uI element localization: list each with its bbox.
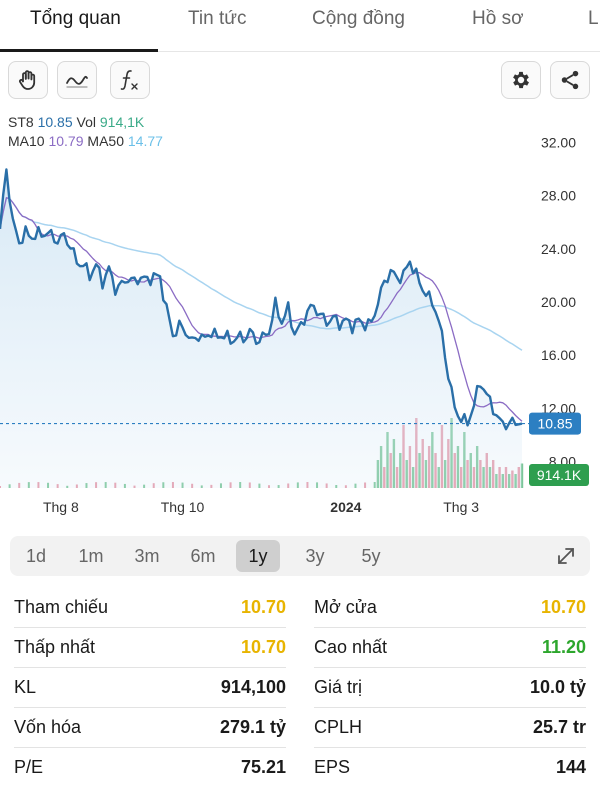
stat-gia-tri: Giá trị 10.0 tỷ: [314, 668, 586, 708]
hand-icon: [19, 70, 36, 90]
ma10-value: 10.79: [48, 133, 84, 149]
function-tool-button[interactable]: [110, 61, 150, 99]
settings-button[interactable]: [501, 61, 541, 99]
ma50-label: MA50: [87, 133, 124, 149]
stat-tham-chieu: Tham chiếu 10.70: [14, 588, 286, 628]
range-1y[interactable]: 1y: [236, 540, 280, 572]
tab-tin-tuc[interactable]: Tin tức: [188, 8, 247, 29]
ticker-price: 10.85: [37, 114, 73, 130]
range-3m[interactable]: 3m: [134, 546, 160, 566]
stat-value: 25.7 tr: [532, 717, 586, 737]
ma50-value: 14.77: [127, 133, 163, 149]
x-axis-label: 2024: [330, 499, 361, 515]
stat-label: CPLH: [314, 717, 363, 737]
stat-value: 144: [555, 757, 586, 777]
ma10-label: MA10: [8, 133, 45, 149]
range-1d[interactable]: 1d: [25, 546, 47, 566]
chart-legend-price: ST8 10.85 Vol 914,1K: [8, 114, 144, 130]
stat-label: Cao nhất: [314, 637, 388, 657]
y-tick-label: 12.00: [541, 400, 576, 416]
price-line: [0, 168, 523, 431]
stat-value: 914,100: [220, 677, 286, 697]
vol-label: Vol: [76, 114, 96, 130]
range-5y[interactable]: 5y: [361, 546, 381, 566]
stat-label: EPS: [314, 757, 351, 777]
expand-icon: [558, 548, 574, 564]
stat-value: 11.20: [541, 637, 586, 657]
stat-value: 75.21: [240, 757, 286, 777]
y-tick-label: 16.00: [541, 347, 576, 363]
wave-icon: [66, 75, 88, 88]
stat-thap-nhat: Thấp nhất 10.70: [14, 628, 286, 668]
ma50-line: [0, 197, 523, 351]
x-axis-label: Thg 10: [161, 499, 205, 515]
y-tick-label: 24.00: [541, 241, 576, 257]
stat-label: Thấp nhất: [14, 637, 96, 657]
volume-badge-label: 914.1K: [537, 467, 582, 483]
y-tick-label: 32.00: [541, 135, 576, 151]
gear-icon: [513, 71, 529, 89]
stat-kl: KL 914,100: [14, 668, 286, 708]
indicator-tool-button[interactable]: [57, 61, 97, 99]
tab-cong-dong[interactable]: Cộng đồng: [312, 8, 405, 29]
y-tick-label: 28.00: [541, 188, 576, 204]
stat-value: 10.0 tỷ: [529, 677, 586, 697]
stat-eps: EPS 144: [314, 748, 586, 788]
stat-value: 10.70: [540, 597, 586, 617]
x-axis-label: Thg 3: [443, 499, 479, 515]
stat-mo-cua: Mở cửa 10.70: [314, 588, 586, 628]
price-badge: [529, 412, 581, 435]
vol-value: 914,1K: [99, 114, 145, 130]
stat-label: KL: [14, 677, 37, 697]
chart-legend-ma: MA10 10.79 MA50 14.77: [8, 133, 163, 149]
stat-label: Tham chiếu: [14, 597, 109, 617]
stat-von-hoa: Vốn hóa 279.1 tỷ: [14, 708, 286, 748]
stat-label: Giá trị: [314, 677, 363, 697]
stat-value: 10.70: [240, 597, 286, 617]
tab-tong-quan[interactable]: Tổng quan: [30, 8, 121, 29]
price-chart[interactable]: ST8 10.85 Vol 914,1K MA10 10.79 MA50 14.…: [0, 108, 600, 524]
stat-cplh: CPLH 25.7 tr: [314, 708, 586, 748]
fullscreen-button[interactable]: [554, 544, 578, 568]
stat-value: 10.70: [240, 637, 286, 657]
chart-canvas: 32.0028.0024.0020.0016.0012.008.0010.859…: [0, 135, 589, 515]
stat-label: P/E: [14, 757, 44, 777]
share-button[interactable]: [550, 61, 590, 99]
stat-cao-nhat: Cao nhất 11.20: [314, 628, 586, 668]
stat-label: Vốn hóa: [14, 717, 82, 737]
price-badge-label: 10.85: [537, 416, 572, 432]
y-tick-label: 20.00: [541, 294, 576, 310]
volume-badge: [529, 464, 589, 486]
range-3y[interactable]: 3y: [305, 546, 325, 566]
tab-overflow[interactable]: L: [588, 8, 599, 29]
range-selector: 1d 1m 3m 6m 1y 3y 5y: [10, 536, 590, 576]
active-tab-indicator: [0, 49, 158, 52]
x-axis-label: Thg 8: [43, 499, 79, 515]
function-icon: [120, 70, 138, 90]
range-1m[interactable]: 1m: [78, 546, 104, 566]
top-tab-bar: Tổng quan Tin tức Cộng đồng Hồ sơ L: [0, 0, 600, 52]
hand-tool-button[interactable]: [8, 61, 48, 99]
range-6m[interactable]: 6m: [190, 546, 216, 566]
ticker-label: ST8: [8, 114, 34, 130]
stat-value: 279.1 tỷ: [219, 717, 286, 737]
tab-ho-so[interactable]: Hồ sơ: [472, 8, 524, 29]
stat-label: Mở cửa: [314, 597, 377, 617]
price-area: [0, 169, 522, 488]
stat-pe: P/E 75.21: [14, 748, 286, 788]
share-icon: [561, 70, 579, 90]
